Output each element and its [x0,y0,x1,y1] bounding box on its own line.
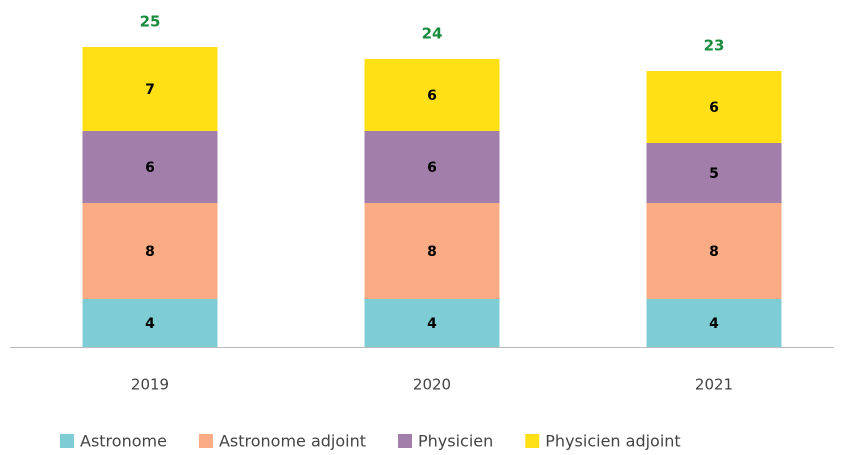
segment-label: 8 [145,244,155,260]
segment-label: 4 [709,316,719,332]
segment-label: 4 [427,316,437,332]
total-label: 23 [704,37,725,55]
bar-segment [364,131,500,203]
bar-segment [364,59,500,131]
total-label: 24 [422,25,443,43]
total-label: 25 [140,13,161,31]
segment-label: 6 [709,100,719,116]
legend-swatch [398,434,413,448]
segment-label: 8 [709,244,719,260]
x-tick-label: 2020 [413,376,451,394]
bar-segment [364,203,500,299]
bar-segment [646,299,782,347]
segment-label: 7 [145,82,155,98]
x-tick-label: 2021 [695,376,733,394]
legend-label: Astronome [80,432,167,451]
bar-segment [82,299,218,347]
segment-label: 4 [145,316,155,332]
legend-label: Physicien adjoint [545,432,680,451]
segment-label: 6 [427,160,437,176]
legend-label: Physicien [418,432,493,451]
legend-swatch [198,434,213,448]
segment-label: 8 [427,244,437,260]
bar-segment [646,203,782,299]
bar-segment [646,143,782,203]
legend-swatch [525,434,540,448]
bar-segment [646,71,782,143]
legend-swatch [60,434,74,448]
x-tick-label: 2019 [131,376,169,394]
bar-segment [82,203,218,299]
legend-label: Astronome adjoint [219,432,366,451]
bar-segment [364,299,500,347]
segment-label: 6 [145,160,155,176]
bar-segment [82,47,218,131]
segment-label: 5 [709,166,719,182]
segment-label: 6 [427,88,437,104]
bar-segment [82,131,218,203]
